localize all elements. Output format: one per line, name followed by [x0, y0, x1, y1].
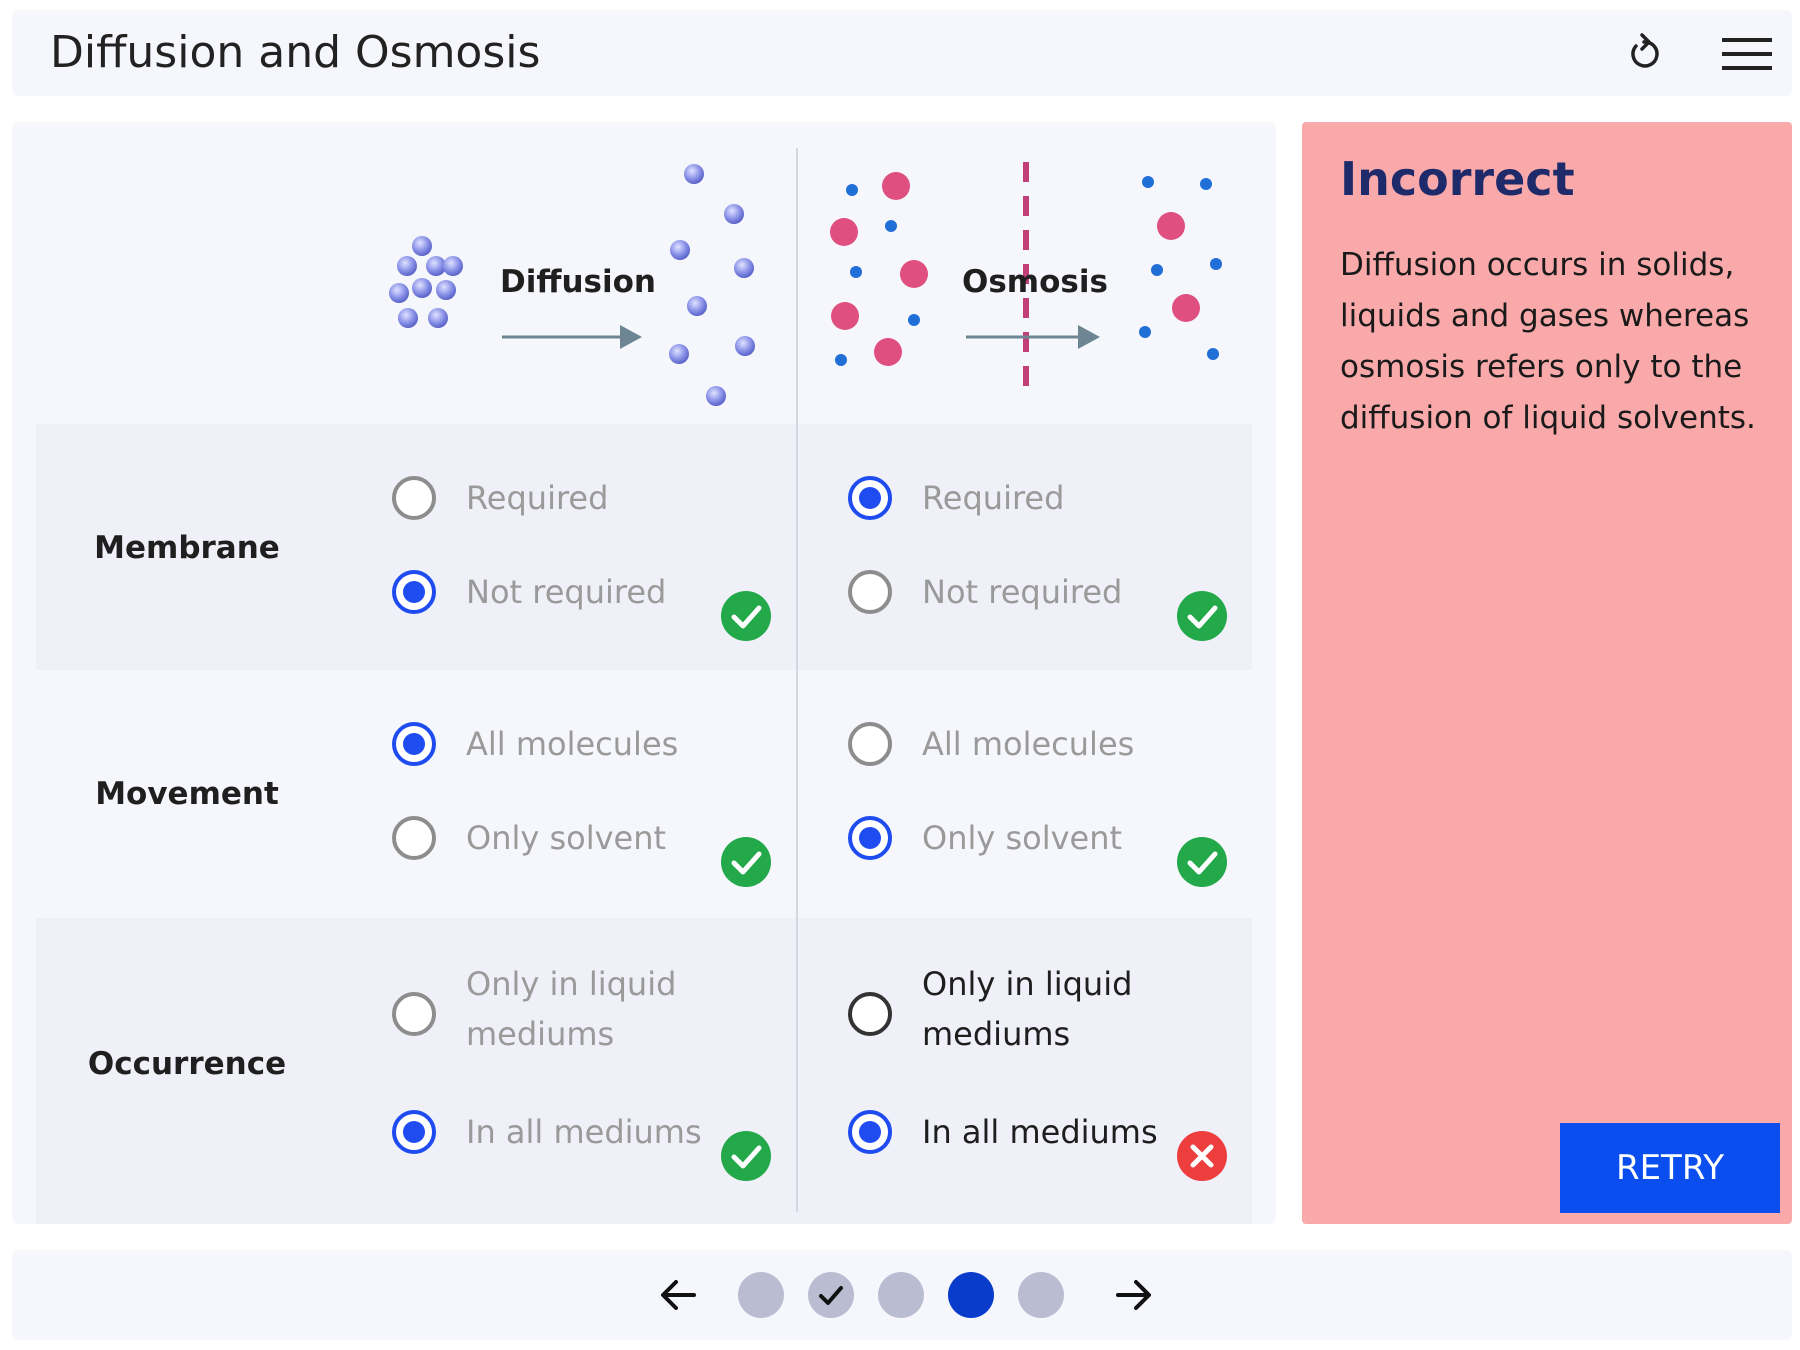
radio-button[interactable]	[392, 476, 436, 520]
option-label: Only solvent	[922, 819, 1123, 857]
option-label: In all mediums	[922, 1113, 1158, 1151]
solute-molecules	[830, 172, 1200, 366]
option-label: In all mediums	[466, 1113, 702, 1151]
osmosis-occurrence-option-only-liquid[interactable]: Only in liquid mediums	[848, 962, 1152, 1059]
check-icon	[819, 1286, 843, 1305]
clustered-molecules	[389, 236, 463, 328]
quiz-panel: Diffusion Osm	[12, 122, 1276, 1224]
arrow-right-icon	[966, 325, 1100, 349]
osmosis-membrane-option-required[interactable]: Required	[848, 476, 1064, 523]
retry-button[interactable]: RETRY	[1560, 1123, 1780, 1213]
osmosis-movement-option-only-solvent[interactable]: Only solvent	[848, 816, 1122, 863]
row-label-movement: Movement	[95, 776, 279, 812]
radio-button[interactable]	[848, 570, 892, 614]
radio-button[interactable]	[392, 816, 436, 860]
step-dot-4-current[interactable]	[948, 1272, 994, 1318]
next-button[interactable]	[1108, 1270, 1158, 1320]
feedback-panel: Incorrect Diffusion occurs in solids, li…	[1302, 122, 1792, 1224]
pagination-bar	[12, 1250, 1792, 1340]
step-dot-2-completed[interactable]	[808, 1272, 854, 1318]
osmosis-label: Osmosis	[962, 264, 1108, 300]
radio-button-selected[interactable]	[392, 722, 436, 766]
reset-button[interactable]	[1622, 32, 1666, 76]
option-label: Required	[922, 479, 1065, 517]
osmosis-diagram	[830, 162, 1222, 388]
option-label: Required	[466, 479, 609, 517]
reset-icon	[1631, 33, 1659, 68]
diffusion-occurrence-option-all-mediums[interactable]: In all mediums	[392, 1110, 702, 1157]
option-label: Only in liquid mediums	[466, 965, 677, 1053]
radio-button-selected[interactable]	[848, 816, 892, 860]
arrow-right-icon	[502, 325, 642, 349]
hamburger-menu-icon	[1722, 38, 1772, 70]
solvent-molecules	[835, 176, 1222, 366]
option-label: Not required	[466, 573, 667, 611]
option-label: Only solvent	[466, 819, 667, 857]
osmosis-occurrence-option-all-mediums[interactable]: In all mediums	[848, 1110, 1158, 1157]
radio-button[interactable]	[848, 992, 892, 1036]
page-title: Diffusion and Osmosis	[50, 27, 541, 78]
diffusion-movement-option-all-molecules[interactable]: All molecules	[392, 722, 678, 769]
occurrence-row-band	[36, 918, 1252, 1224]
diffusion-membrane-option-required[interactable]: Required	[392, 476, 608, 523]
menu-button[interactable]	[1720, 30, 1774, 78]
feedback-message: Diffusion occurs in solids, liquids and …	[1340, 247, 1756, 436]
check-circle-icon	[721, 1131, 771, 1181]
membrane-row-band	[36, 424, 1252, 670]
x-circle-icon	[1177, 1131, 1227, 1181]
diffusion-label: Diffusion	[500, 264, 656, 300]
top-bar: Diffusion and Osmosis	[12, 10, 1792, 96]
option-label: All molecules	[466, 725, 679, 763]
radio-button[interactable]	[848, 722, 892, 766]
arrow-left-icon	[661, 1280, 696, 1310]
diffusion-movement-option-only-solvent[interactable]: Only solvent	[392, 816, 666, 863]
step-dot-1[interactable]	[738, 1272, 784, 1318]
check-circle-icon	[721, 591, 771, 641]
radio-button-selected[interactable]	[392, 1110, 436, 1154]
check-circle-icon	[1177, 837, 1227, 887]
arrow-right-icon	[1116, 1280, 1151, 1310]
feedback-title: Incorrect	[1340, 152, 1575, 206]
radio-button-selected[interactable]	[392, 570, 436, 614]
option-label: Only in liquid mediums	[922, 965, 1133, 1053]
diffusion-occurrence-option-only-liquid[interactable]: Only in liquid mediums	[392, 962, 696, 1059]
option-label: Not required	[922, 573, 1123, 611]
prev-button[interactable]	[654, 1270, 704, 1320]
option-label: All molecules	[922, 725, 1135, 763]
radio-button[interactable]	[392, 992, 436, 1036]
step-dot-3[interactable]	[878, 1272, 924, 1318]
diffusion-diagram	[389, 164, 755, 406]
row-label-membrane: Membrane	[94, 530, 280, 566]
row-label-occurrence: Occurrence	[87, 1046, 287, 1082]
radio-button-selected[interactable]	[848, 1110, 892, 1154]
osmosis-movement-option-all-molecules[interactable]: All molecules	[848, 722, 1134, 769]
check-circle-icon	[1177, 591, 1227, 641]
step-dot-5[interactable]	[1018, 1272, 1064, 1318]
diffusion-membrane-option-not-required[interactable]: Not required	[392, 570, 666, 617]
radio-button-selected[interactable]	[848, 476, 892, 520]
osmosis-membrane-option-not-required[interactable]: Not required	[848, 570, 1122, 617]
column-divider	[796, 148, 798, 1212]
dispersed-molecules	[669, 164, 755, 406]
check-circle-icon	[721, 837, 771, 887]
